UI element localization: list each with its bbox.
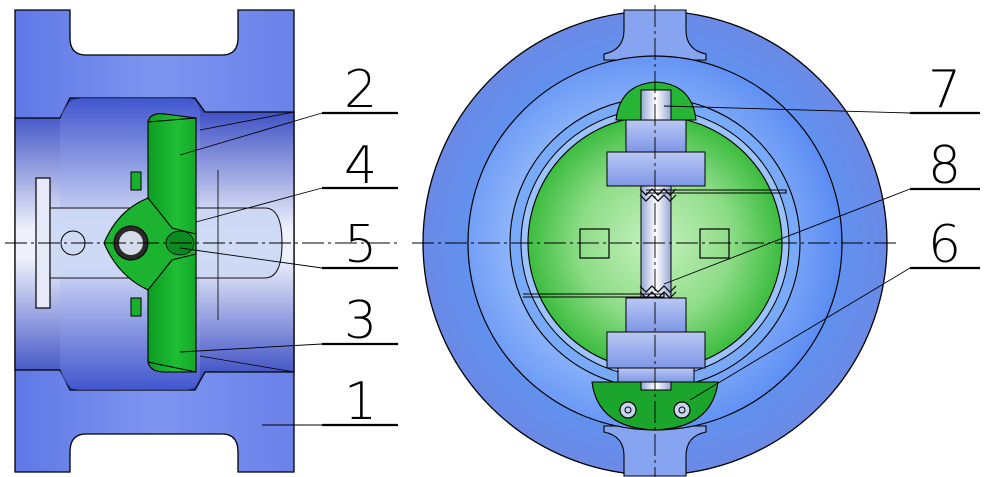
callout-numbers: 2 4 5 3 1 7 8 6 — [344, 60, 961, 432]
callout-7: 7 — [928, 60, 961, 120]
callout-4: 4 — [344, 136, 377, 196]
spring-arm-lower — [523, 293, 665, 298]
side-section-view — [14, 9, 295, 473]
bore-edge-lines — [199, 111, 295, 373]
callout-5: 5 — [344, 215, 377, 275]
spring-upper — [639, 188, 677, 202]
lug-bolt-left — [619, 401, 637, 419]
callout-2: 2 — [344, 60, 377, 120]
block-bot-1 — [625, 297, 687, 333]
leader-lines — [179, 105, 911, 426]
block-bot-3 — [617, 367, 695, 383]
callout-underlines — [322, 111, 980, 427]
callout-3: 3 — [344, 291, 377, 351]
center-lines — [5, 5, 898, 477]
spring-arm-upper — [646, 189, 787, 194]
disc-window-right — [699, 228, 730, 259]
lug-bolt-right — [673, 401, 691, 419]
front-view — [422, 9, 888, 477]
block-bot-2 — [606, 331, 706, 369]
spring-lower — [639, 285, 677, 299]
callout-6: 6 — [928, 215, 961, 275]
block-top-1 — [625, 119, 687, 153]
callout-8: 8 — [928, 136, 961, 196]
disc-hub — [103, 197, 197, 291]
lug-bolt-right-center — [678, 406, 686, 414]
disc-tab-upper — [130, 171, 142, 191]
disc-window-left — [579, 228, 610, 259]
lug-bolt-left-center — [624, 406, 632, 414]
block-top-2 — [606, 151, 706, 187]
disc-tab-lower — [130, 297, 142, 317]
callout-1: 1 — [344, 372, 377, 432]
bolt-slot-top — [603, 9, 707, 61]
